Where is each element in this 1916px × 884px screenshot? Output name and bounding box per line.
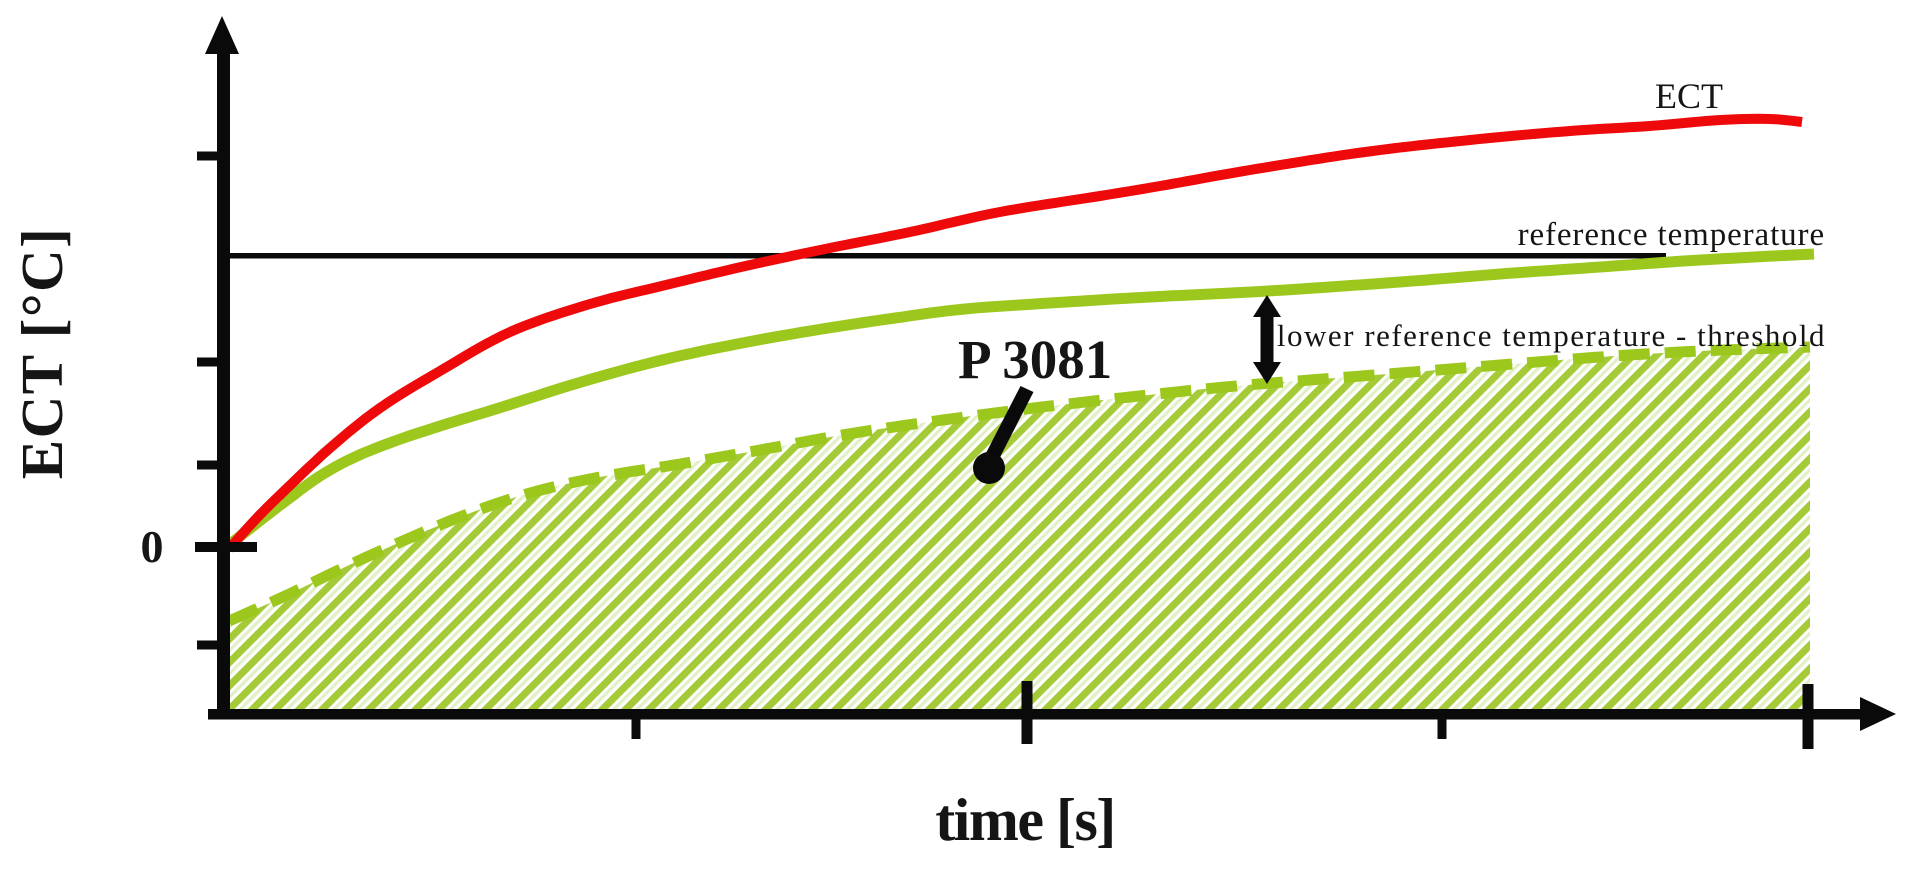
svg-text:lower reference temperature -: lower reference temperature - threshold <box>1277 318 1826 353</box>
svg-text:P 3081: P 3081 <box>958 329 1112 390</box>
svg-text:ECT: ECT <box>1655 76 1723 116</box>
svg-text:time [s]: time [s] <box>935 787 1115 853</box>
svg-text:reference temperature: reference temperature <box>1518 217 1825 253</box>
svg-text:0: 0 <box>141 521 164 572</box>
svg-text:ECT [°C]: ECT [°C] <box>9 227 75 480</box>
